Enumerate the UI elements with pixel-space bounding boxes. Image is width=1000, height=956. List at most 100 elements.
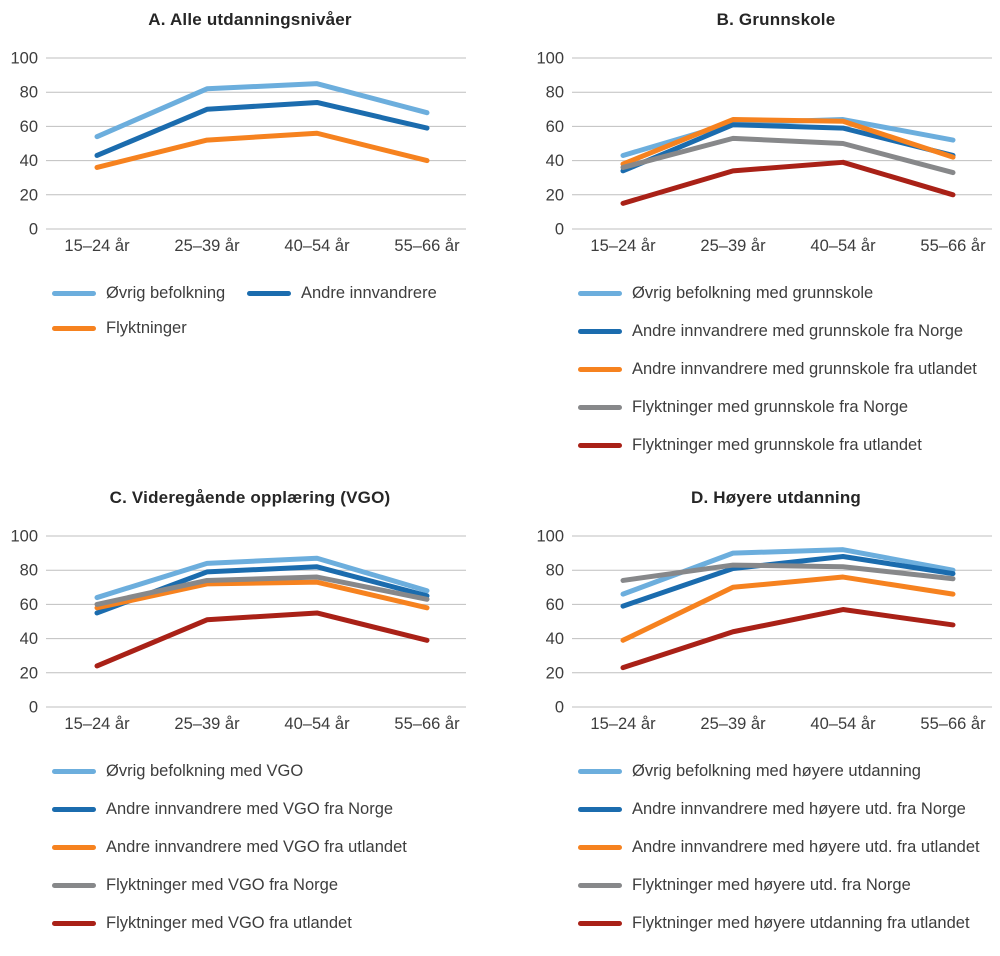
y-axis-tick-label: 60 <box>546 118 564 136</box>
legend-item: Flyktninger med VGO fra utlandet <box>52 912 407 935</box>
legend-label: Øvrig befolkning med grunnskole <box>632 284 874 302</box>
legend-label: Flyktninger <box>106 319 187 337</box>
legend-line-swatch <box>578 329 622 334</box>
y-axis-tick-label: 0 <box>555 699 564 717</box>
legend-label: Flyktninger med VGO fra Norge <box>106 876 338 894</box>
x-axis-tick-label: 25–39 år <box>174 715 240 733</box>
y-axis-tick-label: 100 <box>536 50 564 68</box>
y-axis-tick-label: 60 <box>20 118 38 136</box>
legend-item: Øvrig befolkning med høyere utdanning <box>578 760 980 783</box>
panel-a: A. Alle utdanningsnivåer 0 20 40 60 80 100 15–… <box>0 0 500 478</box>
y-axis-tick-label: 20 <box>20 186 38 204</box>
x-axis-tick-label: 15–24 år <box>590 237 656 255</box>
legend-line-swatch <box>578 921 622 926</box>
series-line <box>620 562 956 583</box>
y-axis-tick-label: 0 <box>555 221 564 239</box>
panel-c-legend: Øvrig befolkning med VGO Andre innvandrer… <box>52 760 500 935</box>
legend-item: Flyktninger <box>52 317 247 340</box>
y-axis-tick-label: 80 <box>546 562 564 580</box>
x-axis-tick-label: 40–54 år <box>284 715 350 733</box>
x-axis-tick-label: 25–39 år <box>700 237 766 255</box>
legend-label: Flyktninger med høyere utd. fra Norge <box>632 876 911 894</box>
x-axis-tick-label: 15–24 år <box>64 715 130 733</box>
y-axis-tick-label: 100 <box>10 528 38 546</box>
legend-label: Flyktninger med grunnskole fra Norge <box>632 398 909 416</box>
legend-item: Flyktninger med grunnskole fra utlandet <box>578 434 977 457</box>
series-line <box>620 574 956 643</box>
legend-item: Øvrig befolkning med VGO <box>52 760 407 783</box>
legend-label: Andre innvandrere med høyere utd. fra ut… <box>632 838 980 856</box>
panel-d-legend: Øvrig befolkning med høyere utdanning And… <box>578 760 1000 935</box>
legend-item: Flyktninger med grunnskole fra Norge <box>578 396 977 419</box>
series-line <box>94 99 430 158</box>
y-axis-tick-label: 80 <box>546 84 564 102</box>
series-line <box>94 610 430 669</box>
series-line <box>94 555 430 601</box>
y-axis-tick-label: 100 <box>536 528 564 546</box>
panel-d: D. Høyere utdanning 0 20 40 60 80 100 15–24 år… <box>500 478 1000 956</box>
legend-label: Andre innvandrere med grunnskole fra Nor… <box>632 322 964 340</box>
y-axis-tick-label: 60 <box>546 596 564 614</box>
y-axis-tick-label: 40 <box>546 152 564 170</box>
y-axis-tick-label: 0 <box>29 699 38 717</box>
legend-line-swatch <box>578 845 622 850</box>
legend-label: Andre innvandrere med VGO fra Norge <box>106 800 394 818</box>
legend-item: Andre innvandrere med VGO fra utlandet <box>52 836 407 859</box>
y-axis-tick-label: 80 <box>20 84 38 102</box>
y-axis-tick-label: 20 <box>546 186 564 204</box>
legend-item: Andre innvandrere <box>247 282 437 305</box>
legend-label: Andre innvandrere med grunnskole fra utl… <box>632 360 977 378</box>
y-axis-tick-label: 0 <box>29 221 38 239</box>
legend-line-swatch <box>52 845 96 850</box>
legend-item: Andre innvandrere med høyere utd. fra ut… <box>578 836 980 859</box>
x-axis-tick-label: 55–66 år <box>920 715 986 733</box>
x-axis-tick-label: 25–39 år <box>174 237 240 255</box>
x-axis-tick-label: 15–24 år <box>64 237 130 255</box>
legend-item: Øvrig befolkning <box>52 282 247 305</box>
panel-d-title: D. Høyere utdanning <box>690 488 862 507</box>
legend-line-swatch <box>578 883 622 888</box>
y-axis-tick-label: 100 <box>10 50 38 68</box>
legend-item: Flyktninger med høyere utdanning fra utl… <box>578 912 980 935</box>
y-axis-tick-label: 40 <box>20 152 38 170</box>
x-axis-tick-label: 40–54 år <box>810 237 876 255</box>
y-axis-tick-label: 80 <box>20 562 38 580</box>
panel-a-title: A. Alle utdanningsnivåer <box>148 10 352 29</box>
y-axis-tick-label: 20 <box>546 664 564 682</box>
legend-line-swatch <box>52 807 96 812</box>
legend-line-swatch <box>578 807 622 812</box>
panel-b-title: B. Grunnskole <box>716 10 836 29</box>
legend-line-swatch <box>52 326 96 331</box>
x-axis-tick-label: 40–54 år <box>810 715 876 733</box>
legend-label: Øvrig befolkning <box>106 284 226 302</box>
x-axis-tick-label: 15–24 år <box>590 715 656 733</box>
series-line <box>94 574 430 607</box>
legend-label: Andre innvandrere med høyere utd. fra No… <box>632 800 966 818</box>
legend-label: Andre innvandrere med VGO fra utlandet <box>106 838 407 856</box>
x-axis-tick-label: 55–66 år <box>920 237 986 255</box>
legend-line-swatch <box>52 921 96 926</box>
x-axis-tick-label: 55–66 år <box>394 237 460 255</box>
panel-b-legend: Øvrig befolkning med grunnskole Andre inn… <box>578 282 1000 457</box>
panel-c-title: C. Videregående opplæring (VGO) <box>109 488 391 507</box>
legend-line-swatch <box>578 291 622 296</box>
series-line <box>94 579 430 611</box>
y-axis-tick-label: 20 <box>20 664 38 682</box>
x-axis-tick-label: 25–39 år <box>700 715 766 733</box>
legend-label: Øvrig befolkning med høyere utdanning <box>632 762 921 780</box>
legend-item: Andre innvandrere med VGO fra Norge <box>52 798 407 821</box>
legend-line-swatch <box>578 405 622 410</box>
panel-c: C. Videregående opplæring (VGO) 0 20 40 60 8… <box>0 478 500 956</box>
series-line <box>620 159 956 206</box>
legend-label: Flyktninger med VGO fra utlandet <box>106 914 352 932</box>
legend-line-swatch <box>578 769 622 774</box>
legend-label: Flyktninger med grunnskole fra utlandet <box>632 436 922 454</box>
legend-label: Øvrig befolkning med VGO <box>106 762 304 780</box>
panel-b: B. Grunnskole 0 20 40 60 80 100 15–24 år 25–39 … <box>500 0 1000 478</box>
legend-line-swatch <box>52 291 96 296</box>
legend-item: Øvrig befolkning med grunnskole <box>578 282 977 305</box>
panel-a-legend: Øvrig befolkning Andre innvandrere Flyktni… <box>52 282 500 340</box>
legend-label: Flyktninger med høyere utdanning fra utl… <box>632 914 970 932</box>
y-axis-tick-label: 40 <box>20 630 38 648</box>
